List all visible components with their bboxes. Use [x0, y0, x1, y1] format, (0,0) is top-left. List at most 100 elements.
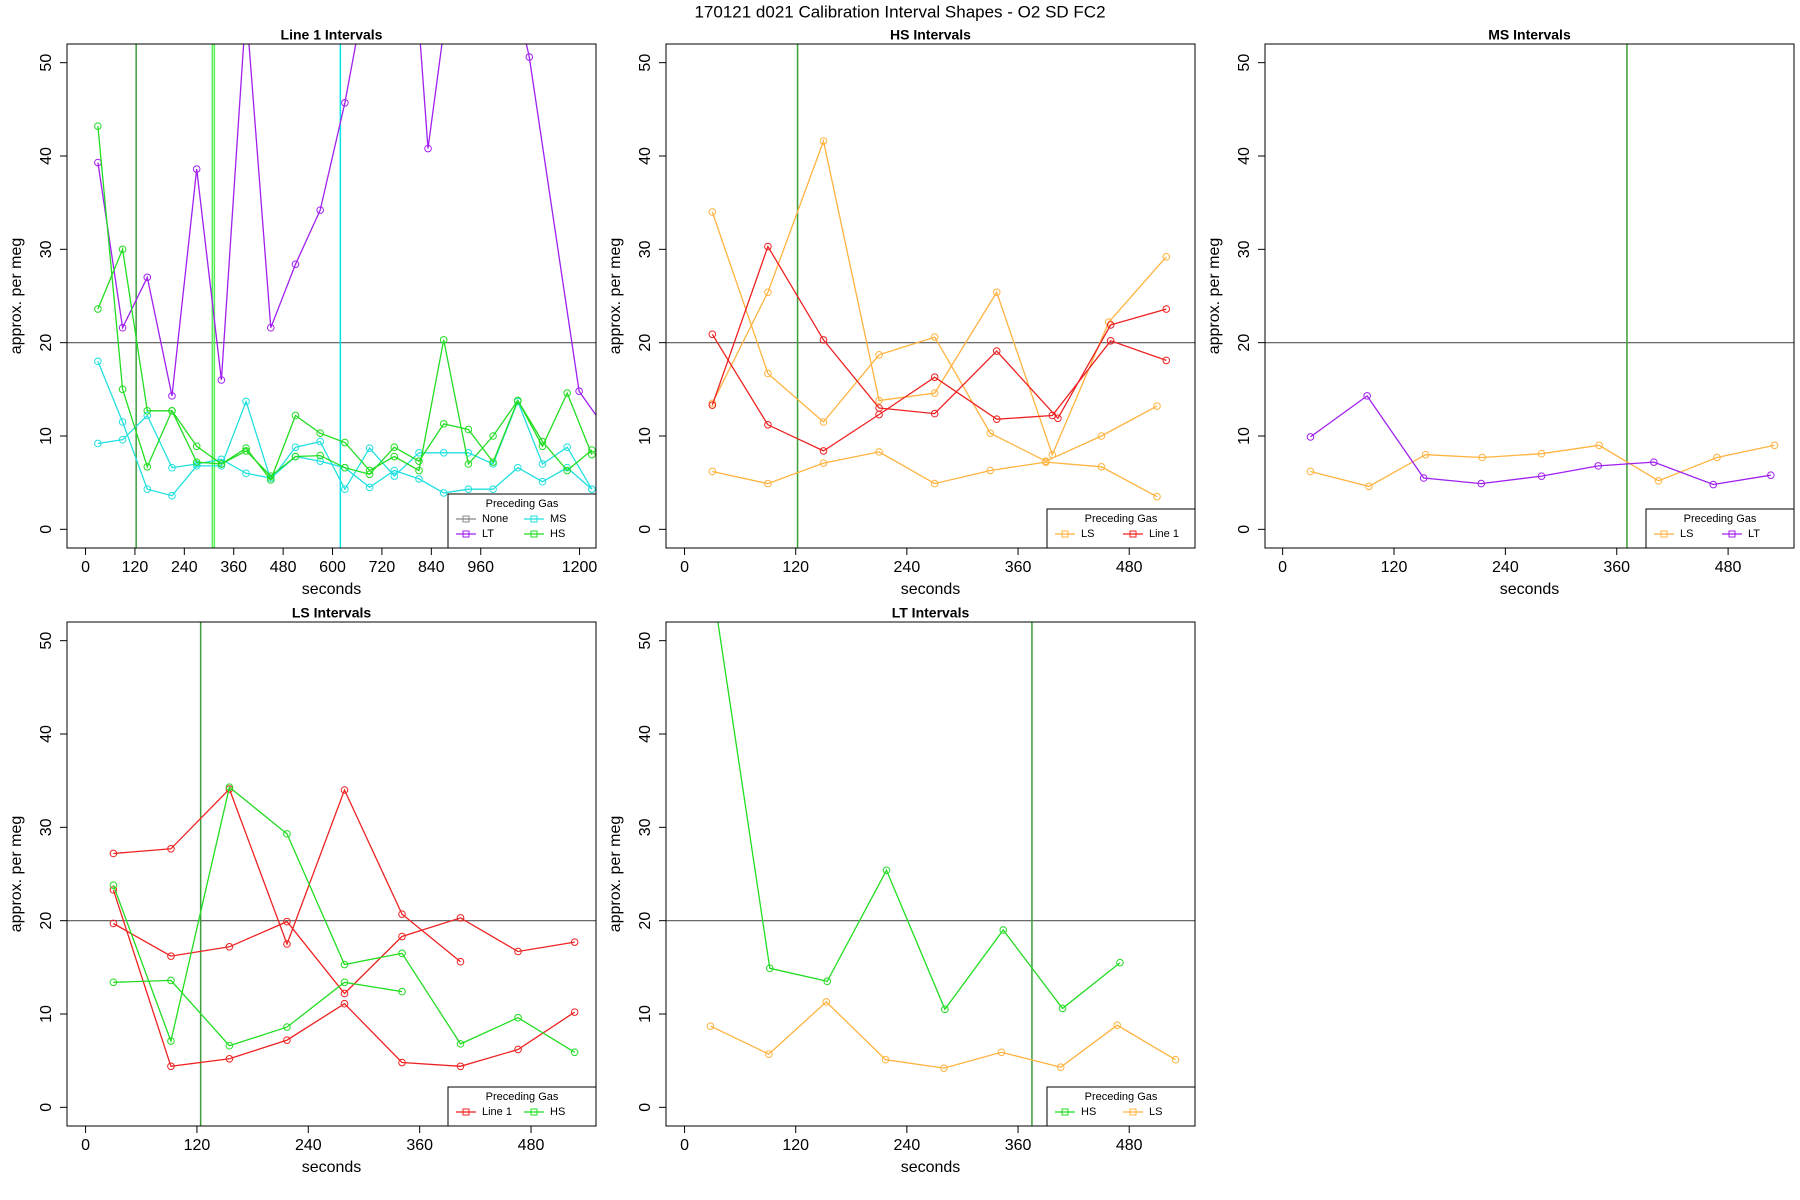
- legend-marker: [530, 530, 538, 538]
- x-tick-label: 0: [680, 559, 689, 576]
- data-point: [192, 165, 201, 173]
- data-point: [1097, 432, 1106, 440]
- y-tick-label: 40: [637, 147, 654, 165]
- data-point: [1421, 450, 1430, 459]
- data-point: [930, 409, 939, 418]
- data-point: [225, 943, 234, 951]
- x-tick-label: 0: [1278, 559, 1287, 576]
- data-point: [192, 458, 201, 466]
- data-point: [243, 3, 250, 10]
- series-line: [711, 333, 1167, 452]
- data-point: [1054, 414, 1062, 423]
- y-tick-label: 20: [637, 912, 654, 930]
- series-line: [113, 979, 403, 1047]
- data-point: [266, 323, 275, 332]
- legend-label: MS: [550, 513, 567, 525]
- legend-marker: [1660, 530, 1668, 538]
- y-tick-label: 30: [38, 818, 55, 836]
- data-point: [365, 444, 374, 452]
- data-point: [1171, 1055, 1180, 1064]
- series-line: [97, 126, 593, 482]
- series-line: [97, 44, 357, 397]
- data-point: [563, 466, 571, 475]
- data-point: [1537, 472, 1546, 480]
- data-point: [514, 1045, 522, 1054]
- y-tick-label: 20: [38, 334, 55, 352]
- x-tick-label: 240: [171, 559, 198, 576]
- x-tick-label: 480: [1116, 1137, 1143, 1154]
- panel: Line 1 Intervals seconds approx. per meg 0 1…: [8, 3, 598, 599]
- x-tick-label: 360: [1005, 1137, 1032, 1154]
- data-point: [143, 485, 152, 494]
- y-tick-label: 20: [637, 334, 654, 352]
- y-axis-label: approx. per meg: [1206, 238, 1223, 355]
- data-point: [764, 369, 772, 378]
- series-line: [717, 622, 1121, 1011]
- data-point: [316, 429, 324, 438]
- data-point: [1097, 463, 1106, 471]
- y-axis-label: approx. per meg: [607, 238, 624, 355]
- y-tick-label: 40: [637, 725, 654, 743]
- x-tick-label: 1200: [562, 559, 598, 576]
- data-point: [986, 466, 995, 475]
- data-point: [225, 1055, 234, 1063]
- legend-box: [447, 493, 597, 549]
- x-tick-label: 840: [418, 559, 445, 576]
- legend-label: HS: [1081, 1106, 1096, 1118]
- series-line: [113, 787, 461, 963]
- y-tick-label: 50: [38, 632, 55, 650]
- legend-label: None: [482, 513, 508, 525]
- data-point: [340, 978, 349, 987]
- data-point: [986, 429, 995, 438]
- legend-box: [1046, 1086, 1196, 1127]
- data-point: [109, 881, 118, 890]
- data-point: [940, 1064, 948, 1072]
- series-line: [97, 246, 593, 477]
- data-point: [997, 1048, 1006, 1057]
- legend-marker: [530, 515, 538, 523]
- legend-box: [447, 1086, 597, 1127]
- data-point: [1654, 477, 1663, 485]
- legend: Preceding Gas None LT MS HS: [447, 493, 597, 549]
- y-tick-label: 50: [38, 54, 55, 72]
- series-line: [97, 414, 593, 494]
- legend-title: Preceding Gas: [486, 498, 559, 510]
- panel-title: HS Intervals: [890, 27, 971, 43]
- plot-frame: [66, 621, 597, 1127]
- legend-label: LS: [1149, 1106, 1162, 1118]
- legend-marker: [1061, 1108, 1069, 1116]
- data-point: [143, 273, 152, 282]
- series-line: [712, 451, 1158, 498]
- data-point: [143, 411, 152, 420]
- y-tick-label: 10: [1236, 427, 1253, 445]
- data-point: [1042, 458, 1050, 466]
- data-point: [525, 53, 534, 61]
- data-point: [118, 435, 127, 444]
- data-point: [439, 336, 448, 344]
- data-point: [930, 373, 939, 382]
- data-point: [456, 957, 465, 966]
- legend: Preceding Gas HS LS: [1046, 1086, 1196, 1127]
- data-point: [439, 489, 448, 497]
- data-point: [1048, 450, 1057, 459]
- data-point: [1162, 252, 1171, 261]
- y-tick-label: 0: [38, 525, 55, 534]
- data-point: [456, 1040, 465, 1048]
- legend-label: LS: [1081, 528, 1094, 540]
- data-point: [489, 485, 497, 494]
- data-point: [398, 1058, 406, 1067]
- legend-title: Preceding Gas: [1085, 513, 1158, 525]
- y-tick-label: 20: [38, 912, 55, 930]
- data-point: [398, 932, 406, 941]
- y-tick-label: 40: [38, 147, 55, 165]
- x-tick-label: 720: [369, 559, 396, 576]
- legend-title: Preceding Gas: [1085, 1091, 1158, 1103]
- data-point: [1365, 482, 1373, 491]
- legend-label: LT: [482, 528, 494, 540]
- data-point: [415, 475, 423, 483]
- data-point: [764, 242, 772, 251]
- data-point: [340, 786, 349, 794]
- data-point: [1713, 453, 1721, 462]
- data-point: [192, 442, 201, 451]
- data-point: [415, 466, 423, 475]
